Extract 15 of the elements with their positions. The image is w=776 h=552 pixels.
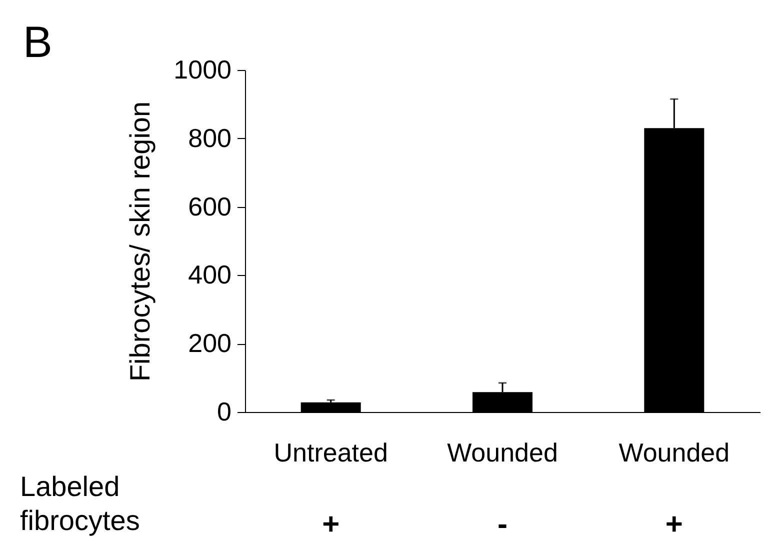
x-tick-label: Wounded bbox=[618, 438, 730, 468]
y-tick-label: 0 bbox=[217, 396, 232, 426]
y-tick-label: 200 bbox=[188, 328, 232, 358]
y-tick-label: 800 bbox=[188, 122, 232, 153]
text: Labeled fibrocytes bbox=[20, 471, 140, 536]
text: + bbox=[322, 508, 340, 541]
y-tick-label: 400 bbox=[188, 260, 232, 290]
text: - bbox=[498, 508, 508, 541]
x-tick-label: Untreated bbox=[274, 438, 388, 468]
x-tick-label: Wounded bbox=[447, 438, 558, 468]
y-tick-label: 600 bbox=[188, 191, 232, 222]
y-tick-label: 1000 bbox=[174, 54, 232, 84]
text: + bbox=[665, 508, 683, 541]
y-axis-title: Fibrocytes/ skin region bbox=[124, 101, 156, 382]
text: B bbox=[23, 18, 52, 67]
